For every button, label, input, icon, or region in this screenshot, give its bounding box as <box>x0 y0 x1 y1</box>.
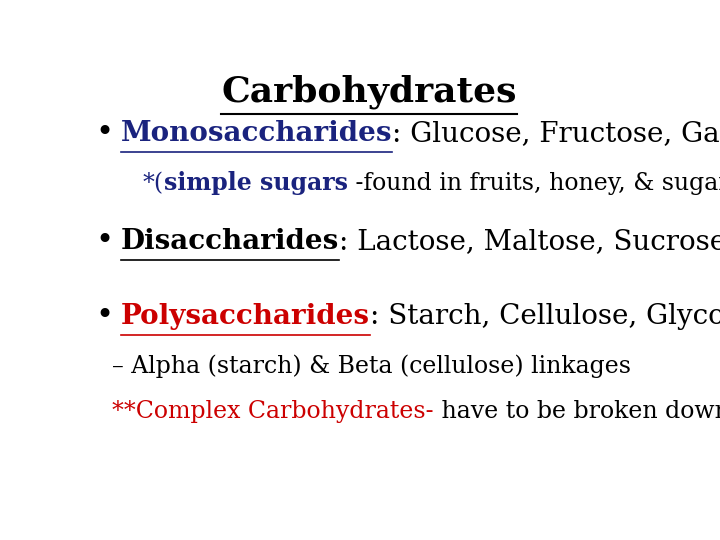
Text: •: • <box>95 118 113 149</box>
Text: **Complex Carbohydrates-: **Complex Carbohydrates- <box>112 401 434 423</box>
Text: have to be broken down: have to be broken down <box>434 401 720 423</box>
Text: Carbohydrates: Carbohydrates <box>221 75 517 109</box>
Text: Polysaccharides: Polysaccharides <box>121 303 369 330</box>
Text: *(: *( <box>143 172 164 195</box>
Text: •: • <box>95 226 113 257</box>
Text: Monosaccharides: Monosaccharides <box>121 120 392 147</box>
Text: – Alpha (starch) & Beta (cellulose) linkages: – Alpha (starch) & Beta (cellulose) link… <box>112 354 631 378</box>
Text: : Starch, Cellulose, Glycogen: : Starch, Cellulose, Glycogen <box>369 303 720 330</box>
Text: : Lactose, Maltose, Sucrose: : Lactose, Maltose, Sucrose <box>339 228 720 255</box>
Text: •: • <box>95 301 113 332</box>
Text: simple sugars: simple sugars <box>164 171 348 195</box>
Text: -found in fruits, honey, & sugar cane): -found in fruits, honey, & sugar cane) <box>348 172 720 195</box>
Text: Disaccharides: Disaccharides <box>121 228 339 255</box>
Text: : Glucose, Fructose, Galactose: : Glucose, Fructose, Galactose <box>392 120 720 147</box>
